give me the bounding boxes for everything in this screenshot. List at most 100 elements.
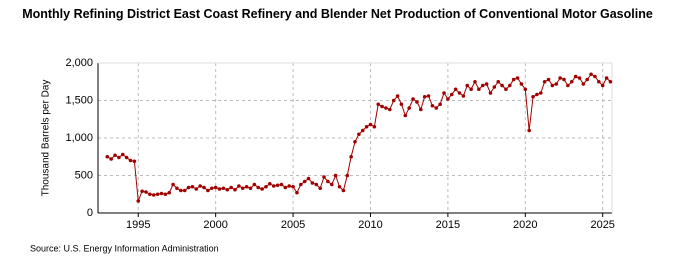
data-point <box>182 188 187 193</box>
data-point <box>364 124 369 129</box>
data-point <box>329 182 334 187</box>
data-point <box>384 106 388 110</box>
data-point <box>360 128 365 133</box>
data-point <box>260 187 264 191</box>
data-point <box>345 173 350 178</box>
data-point <box>535 92 539 97</box>
data-point <box>248 186 253 191</box>
source-note: Source: U.S. Energy Information Administ… <box>30 243 219 253</box>
data-point <box>186 185 191 190</box>
data-point <box>469 87 473 92</box>
data-point <box>504 87 508 92</box>
data-point <box>438 102 442 107</box>
data-point <box>508 83 512 88</box>
data-point <box>120 152 125 157</box>
data-point <box>581 82 586 86</box>
data-point <box>252 182 257 187</box>
data-point <box>376 102 381 107</box>
data-point <box>434 106 439 110</box>
data-point <box>105 154 110 159</box>
data-point <box>399 102 404 107</box>
data-point <box>217 187 222 191</box>
data-point <box>144 190 148 194</box>
data-point <box>523 87 528 92</box>
chart-title: Monthly Refining District East Coast Ref… <box>22 7 653 21</box>
data-point <box>418 107 423 112</box>
data-point <box>395 94 400 98</box>
data-point <box>593 74 597 79</box>
data-point <box>268 181 272 186</box>
x-tick-label: 2020 <box>513 219 537 231</box>
data-point <box>136 199 141 203</box>
data-point <box>283 185 288 190</box>
data-point <box>380 104 384 109</box>
data-point <box>240 186 245 191</box>
data-point <box>411 97 415 101</box>
data-point <box>453 87 458 92</box>
data-point <box>295 190 299 195</box>
data-point <box>357 132 361 137</box>
data-point <box>333 173 338 178</box>
data-point <box>299 182 303 187</box>
data-point <box>562 77 566 82</box>
data-point <box>148 192 152 197</box>
data-point <box>244 184 249 189</box>
data-point <box>515 76 520 80</box>
x-tick-label: 1995 <box>126 219 150 231</box>
data-point <box>237 184 241 188</box>
data-point <box>322 175 326 179</box>
data-point <box>140 189 144 194</box>
x-tick-label: 2015 <box>436 219 460 231</box>
data-point <box>202 185 206 190</box>
data-point <box>206 188 210 193</box>
x-tick-label: 2025 <box>590 219 614 231</box>
data-point <box>233 187 237 192</box>
data-point <box>492 85 497 89</box>
data-point <box>577 76 582 80</box>
data-point <box>480 83 485 88</box>
data-point <box>542 79 547 84</box>
data-point <box>109 157 113 161</box>
data-point <box>446 97 450 101</box>
y-tick-label: 1,000 <box>65 132 93 144</box>
data-point <box>190 184 195 189</box>
data-point <box>256 185 261 190</box>
data-point <box>171 182 175 187</box>
data-point <box>554 82 559 86</box>
data-point <box>349 154 353 159</box>
data-point <box>422 94 427 99</box>
data-point <box>573 74 578 79</box>
data-point <box>457 91 462 95</box>
data-point <box>198 184 202 188</box>
data-point <box>326 179 330 184</box>
data-point <box>558 76 562 80</box>
data-point <box>310 181 315 185</box>
data-point <box>403 113 408 118</box>
data-point <box>287 184 292 188</box>
data-point <box>500 83 504 88</box>
data-point <box>569 79 574 84</box>
data-point <box>128 158 133 163</box>
data-point <box>302 179 307 184</box>
data-point <box>484 82 489 86</box>
data-point <box>151 193 156 197</box>
data-point <box>426 94 431 98</box>
data-point <box>519 82 524 86</box>
y-tick-label: 2,000 <box>65 57 93 69</box>
data-point <box>477 87 481 92</box>
data-point <box>589 72 593 77</box>
data-point <box>465 83 470 88</box>
x-tick-label: 2010 <box>358 219 382 231</box>
data-point <box>407 106 411 110</box>
y-tick-label: 500 <box>75 169 93 181</box>
data-point <box>538 91 543 95</box>
data-point <box>597 79 601 84</box>
data-point <box>585 77 590 82</box>
data-point <box>167 190 172 195</box>
data-point <box>337 184 342 189</box>
data-point <box>113 153 117 158</box>
data-point <box>163 192 168 197</box>
y-tick-label: 1,500 <box>65 94 93 106</box>
